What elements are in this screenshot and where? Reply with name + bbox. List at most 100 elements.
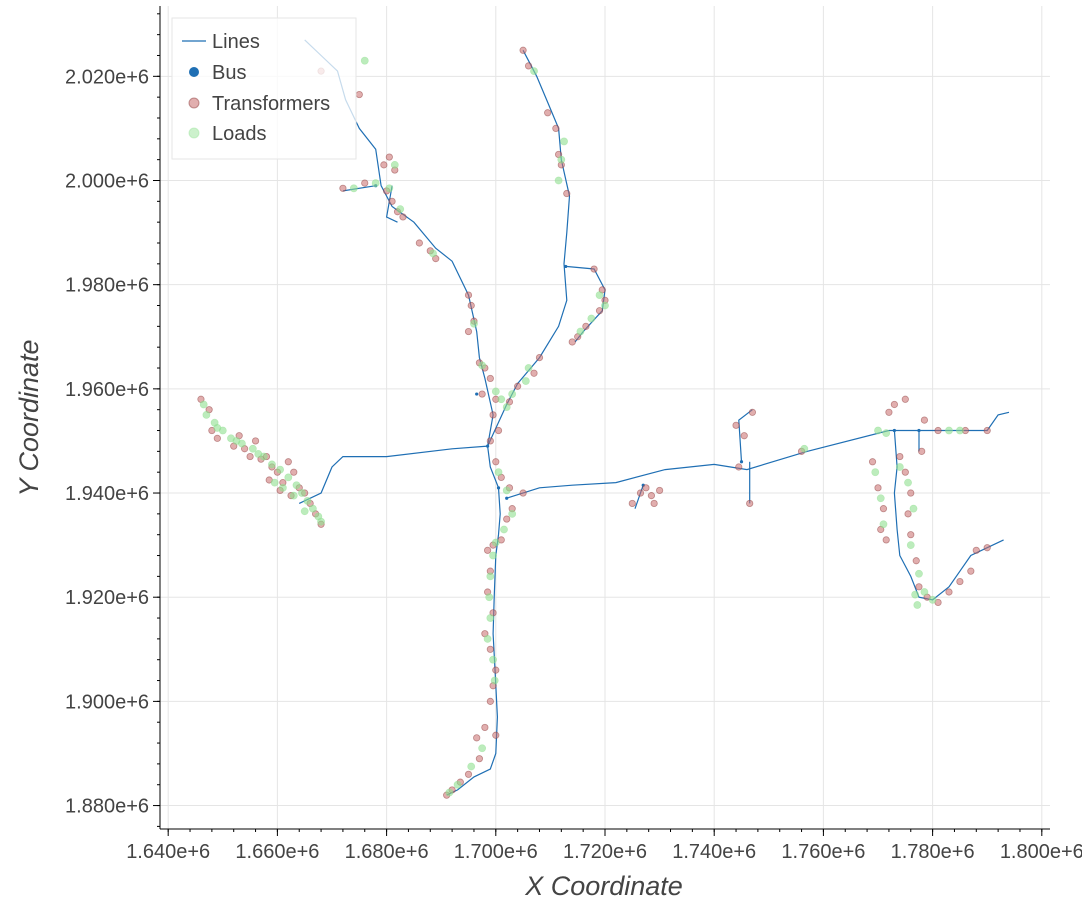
load-point bbox=[904, 478, 912, 487]
x-tick-label: 1.800e+6 bbox=[1000, 841, 1082, 863]
transformer-point bbox=[492, 666, 500, 674]
transformer-point bbox=[748, 408, 757, 416]
transformer-point bbox=[464, 291, 473, 299]
transformer-point bbox=[901, 395, 909, 403]
line-segment bbox=[487, 50, 571, 447]
load-point bbox=[213, 424, 222, 432]
transformer-point bbox=[901, 468, 909, 476]
load-point bbox=[874, 426, 882, 435]
load-point bbox=[254, 450, 263, 458]
transformer-point bbox=[486, 374, 494, 383]
transformer-point bbox=[503, 515, 511, 523]
load-point bbox=[445, 788, 454, 797]
loads-series bbox=[199, 56, 964, 797]
line-segment bbox=[506, 411, 1010, 499]
grid bbox=[160, 6, 1050, 829]
load-point bbox=[385, 184, 394, 193]
transformer-point bbox=[552, 124, 560, 133]
load-point bbox=[494, 468, 503, 477]
legend-loads-label: Loads bbox=[212, 123, 267, 145]
transformer-point bbox=[732, 421, 740, 429]
load-point bbox=[300, 507, 309, 516]
load-point bbox=[508, 390, 517, 398]
transformer-point bbox=[535, 353, 544, 362]
transformer-point bbox=[530, 369, 538, 377]
legend-transformers-swatch bbox=[188, 97, 200, 109]
load-point bbox=[453, 780, 462, 789]
load-point bbox=[298, 489, 306, 497]
transformer-point bbox=[486, 697, 494, 705]
bus-point bbox=[892, 428, 896, 433]
transformer-point bbox=[735, 463, 743, 471]
y-tick-label: 1.940e+6 bbox=[65, 483, 149, 505]
x-axis-title: X Coordinate bbox=[524, 871, 683, 901]
load-point bbox=[284, 473, 293, 482]
transformer-point bbox=[492, 731, 500, 739]
load-point bbox=[491, 538, 500, 547]
load-point bbox=[268, 460, 276, 469]
transformer-point bbox=[628, 499, 636, 508]
transformer-point bbox=[339, 184, 347, 192]
load-point bbox=[920, 588, 929, 596]
line-segment bbox=[446, 446, 501, 796]
legend[interactable]: Lines Bus Transformers Loads bbox=[171, 17, 357, 160]
load-point bbox=[486, 614, 495, 622]
load-point bbox=[530, 67, 538, 76]
line-segment bbox=[298, 445, 488, 504]
load-point bbox=[491, 387, 500, 396]
y-axis-title: Y Coordinate bbox=[14, 339, 44, 496]
transformer-point bbox=[934, 426, 942, 435]
transformer-point bbox=[524, 62, 533, 70]
load-point bbox=[303, 496, 312, 505]
transformer-point bbox=[478, 390, 486, 398]
load-point bbox=[800, 444, 809, 453]
load-point bbox=[497, 395, 506, 404]
load-point bbox=[945, 426, 953, 435]
transformer-point bbox=[983, 544, 991, 552]
load-point bbox=[371, 179, 380, 188]
transformer-point bbox=[481, 723, 489, 732]
bus-point bbox=[486, 444, 490, 448]
load-point bbox=[390, 160, 399, 169]
load-point bbox=[601, 301, 609, 310]
x-tick-label: 1.760e+6 bbox=[781, 841, 865, 863]
transformer-point bbox=[915, 583, 923, 591]
transformer-point bbox=[246, 452, 254, 461]
transformer-point bbox=[473, 734, 481, 742]
load-point bbox=[915, 569, 923, 578]
load-point bbox=[308, 504, 317, 513]
load-point bbox=[911, 590, 920, 599]
transformer-point bbox=[904, 510, 912, 518]
load-point bbox=[202, 410, 211, 419]
transformer-point bbox=[475, 755, 484, 763]
axes: 1.640e+6 1.660e+6 1.680e+6 1.700e+6 1.720e+6… bbox=[65, 6, 1082, 863]
x-tick-label: 1.780e+6 bbox=[891, 841, 975, 863]
transformer-point bbox=[868, 458, 877, 466]
x-tick-label: 1.740e+6 bbox=[672, 841, 756, 863]
legend-bus-swatch bbox=[189, 67, 199, 77]
y-tick-label: 2.000e+6 bbox=[65, 170, 149, 192]
transformer-point bbox=[656, 486, 664, 495]
transformer-point bbox=[636, 489, 645, 497]
transformer-point bbox=[251, 437, 260, 445]
y-gridlines bbox=[160, 75, 1050, 807]
load-point bbox=[317, 517, 325, 526]
load-point bbox=[882, 429, 891, 438]
load-point bbox=[278, 483, 287, 492]
transformer-point bbox=[920, 416, 929, 424]
load-point bbox=[248, 444, 257, 453]
transformer-point bbox=[486, 645, 494, 653]
transformer-point bbox=[983, 426, 991, 435]
load-point bbox=[489, 551, 497, 560]
transformer-point bbox=[399, 213, 407, 221]
line-segment bbox=[342, 185, 376, 192]
transformer-point bbox=[972, 546, 980, 554]
load-point bbox=[576, 327, 585, 336]
transformer-point bbox=[361, 179, 369, 187]
load-point bbox=[879, 520, 888, 529]
transformer-point bbox=[907, 531, 915, 539]
transformer-point bbox=[967, 567, 975, 575]
transformer-point bbox=[380, 161, 388, 169]
x-axis-ticks: 1.640e+6 1.660e+6 1.680e+6 1.700e+6 1.720e+6… bbox=[126, 829, 1082, 863]
